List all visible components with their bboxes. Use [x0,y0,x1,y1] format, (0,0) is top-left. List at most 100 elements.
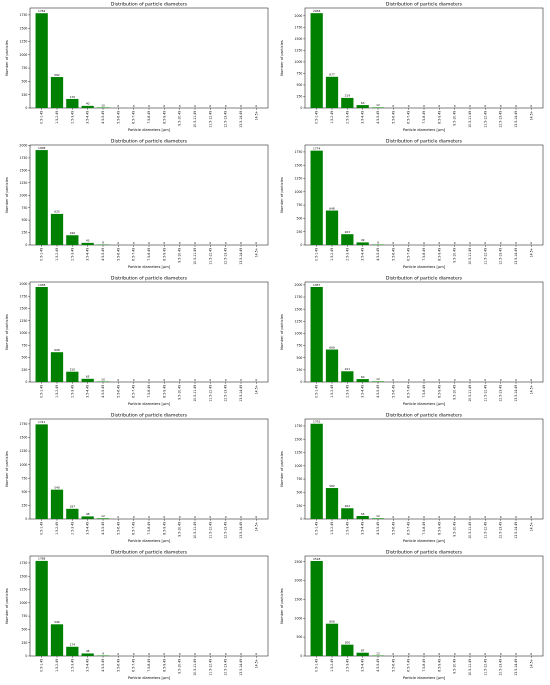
x-tick-label: 14.5+ [529,521,533,531]
x-tick-label: 5.5-6.49 [116,248,120,261]
bar-value-label: 0 [255,378,257,382]
x-tick-label: 7.5-8.49 [147,111,151,124]
bar-value-label: 0 [530,241,532,245]
x-tick-label: 13.5-14.49 [239,248,243,265]
chart-title: Distribution of particle diameters [111,276,188,282]
y-tick-label: 1000 [295,464,303,468]
x-tick-label: 13.5-14.49 [514,248,518,265]
bar-value-label: 0 [194,378,196,382]
bar-value-label: 0 [484,515,486,519]
x-tick-label: 7.5-8.49 [147,522,151,535]
x-tick-label: 10.5-11.49 [468,659,472,676]
x-tick-label: 10.5-11.49 [193,248,197,265]
bar-value-label: 0 [469,515,471,519]
plot-frame [29,7,269,109]
y-tick-label: 1250 [20,40,28,44]
x-tick-label: 12.5-13.49 [224,111,228,128]
x-tick-label: 3.5-4.49 [86,248,90,261]
x-tick-label: 1.5-2.49 [55,248,59,261]
x-tick-label: 2.5-3.49 [345,522,349,535]
chart-panel-r5c1: Distribution of particle diameters 0 250 50… [0,548,275,685]
y-tick-label: 1750 [20,156,28,160]
bar-value-label: 12 [376,651,380,655]
y-tick-label: 250 [296,504,302,508]
bar-value-label: 0 [209,378,211,382]
x-tick-label: 13.5-14.49 [514,522,518,539]
bar-value-label: 2518 [313,557,321,561]
x-tick-label: 14.5+ [529,110,533,120]
y-tick-label: 250 [21,93,27,97]
x-tick-label: 7.5-8.49 [147,248,151,261]
bar-value-label: 300 [345,640,351,644]
bar-value-label: 0 [133,241,135,245]
bar-value-label: 0 [209,104,211,108]
x-tick-label: 13.5-14.49 [239,659,243,676]
x-tick-label: 14.5+ [254,658,258,668]
bar-value-label: 0 [530,104,532,108]
x-tick-label: 10.5-11.49 [468,248,472,265]
bar-value-label: 203 [345,230,351,234]
y-tick-label: 1250 [295,451,303,455]
x-tick-label: 7.5-8.49 [422,659,426,672]
x-tick-label: 8.5-9.49 [162,522,166,535]
bar-value-label: 0 [484,378,486,382]
x-tick-label: 2.5-3.49 [70,385,74,398]
x-tick-label: 1.5-2.49 [330,522,334,535]
chart-svg: Distribution of particle diameters 0 250 50… [280,2,544,132]
x-tick-label: 8.5-9.49 [437,385,441,398]
bar-value-label: 0 [392,378,394,382]
x-tick-label: 13.5-14.49 [514,385,518,402]
bar-value-label: 0 [484,241,486,245]
bar-value-label: 0 [515,515,517,519]
bar-value-label: 0 [500,652,502,656]
bar-value-label: 0 [438,515,440,519]
y-tick-label: 1750 [20,561,28,565]
x-tick-label: 10.5-11.49 [193,111,197,128]
bar [325,488,339,519]
chart-title: Distribution of particle diameters [111,413,188,419]
bar-value-label: 12 [101,514,105,518]
x-tick-label: 3.5-4.49 [86,385,90,398]
bar-value-label: 0 [438,378,440,382]
x-tick-label: 14.5+ [254,110,258,120]
bar [341,97,354,108]
x-tick-label: 11.5-12.49 [208,248,212,265]
bar-value-label: 0 [179,241,181,245]
plot-frame [29,281,269,383]
x-tick-label: 2.5-3.49 [70,522,74,535]
y-tick-label: 0 [300,106,302,110]
bar [81,378,94,382]
x-tick-label: 4.5-5.49 [376,248,380,261]
x-tick-label: 5.5-6.49 [116,111,120,124]
bar-value-label: 187 [70,505,76,509]
chart-svg: Distribution of particle diameters 0 250 50… [5,2,269,132]
y-tick-label: 1750 [20,422,28,426]
chart-title: Distribution of particle diameters [386,139,463,145]
chart-panel-r4c1: Distribution of particle diameters 0 250 50… [0,411,275,548]
x-tick-label: 3.5-4.49 [361,385,365,398]
chart-svg: Distribution of particle diameters 0 500 10… [280,550,544,680]
x-tick-label: 4.5-5.49 [376,522,380,535]
chart-title: Distribution of particle diameters [111,550,188,556]
y-tick-label: 0 [300,380,302,384]
bar-value-label: 0 [392,104,394,108]
bar [310,13,323,108]
bar-value-label: 0 [225,241,227,245]
bar [66,646,79,656]
x-tick-label: 6.5-7.49 [132,522,136,535]
chart-panel-r1c2: Distribution of particle diameters 0 250 50… [275,0,550,137]
bar-value-label: 202 [345,504,351,508]
chart-panel-r2c1: Distribution of particle diameters 0 250 50… [0,137,275,274]
x-tick-label: 7.5-8.49 [422,111,426,124]
bar-value-label: 0 [454,515,456,519]
plot-frame [29,418,269,520]
y-tick-label: 2000 [295,14,303,18]
x-tick-label: 13.5-14.49 [514,659,518,676]
bar [35,13,48,108]
x-tick-label: 4.5-5.49 [101,522,105,535]
bar [66,508,79,519]
x-tick-label: 12.5-13.49 [224,248,228,265]
bar-value-label: 0 [423,241,425,245]
x-tick-label: 5.5-6.49 [391,522,395,535]
y-tick-label: 2000 [20,144,28,148]
